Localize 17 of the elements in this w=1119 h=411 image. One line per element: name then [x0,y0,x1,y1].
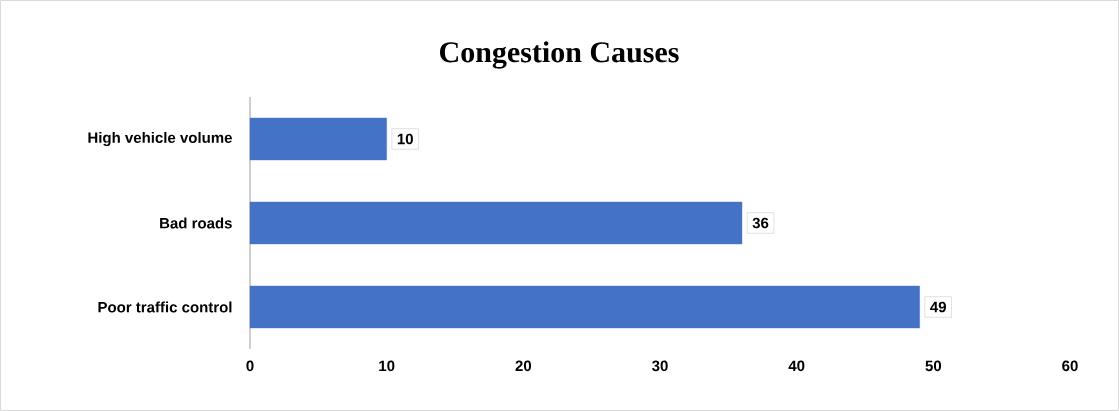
bar [249,285,920,329]
x-tick-label: 0 [246,360,254,372]
chart-title: Congestion Causes [440,41,679,69]
x-tick-label: 10 [379,360,395,372]
bar [249,117,387,161]
x-tick-label: 50 [925,360,942,372]
bar [249,201,743,245]
x-tick-label: 40 [788,360,805,372]
y-tick-label: Poor traffic control [98,301,232,313]
data-label: 10 [397,133,413,145]
y-tick-label: High vehicle volume [88,131,232,147]
data-label: 49 [930,301,946,313]
x-tick-label: 60 [1062,360,1078,372]
x-tick-label: 30 [652,360,668,372]
data-label: 36 [752,217,769,229]
y-tick-label: Bad roads [160,217,232,229]
x-tick-label: 20 [515,360,532,372]
